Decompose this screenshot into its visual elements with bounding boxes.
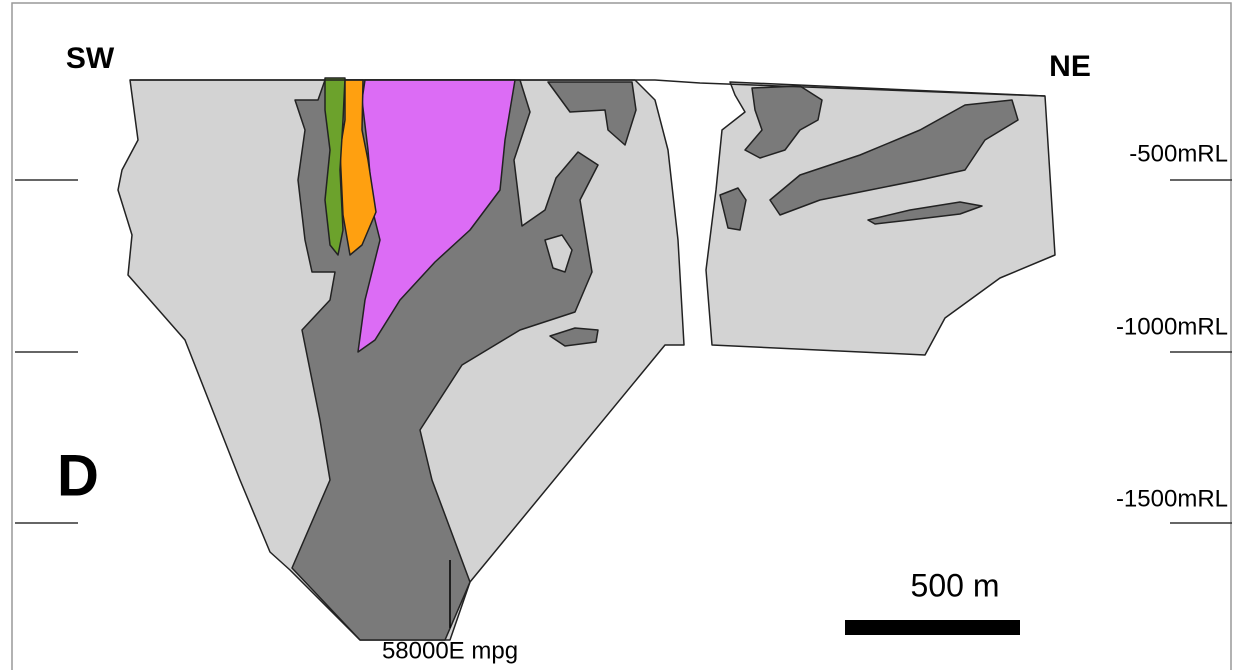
cross-section: SW NE -500mRL -1000mRL -1500mRL D 500 m …: [0, 0, 1234, 670]
elevation-label: -1000mRL: [1116, 313, 1228, 340]
scale-bar: [845, 620, 1020, 635]
elevation-label: -500mRL: [1129, 140, 1228, 167]
elevation-label: -1500mRL: [1116, 485, 1228, 512]
panel-label: D: [57, 443, 99, 508]
orientation-label: SW: [66, 42, 115, 75]
section-label: 58000E mpg: [382, 637, 518, 664]
scale-bar-label: 500 m: [911, 567, 1000, 603]
orientation-label: NE: [1049, 50, 1091, 83]
